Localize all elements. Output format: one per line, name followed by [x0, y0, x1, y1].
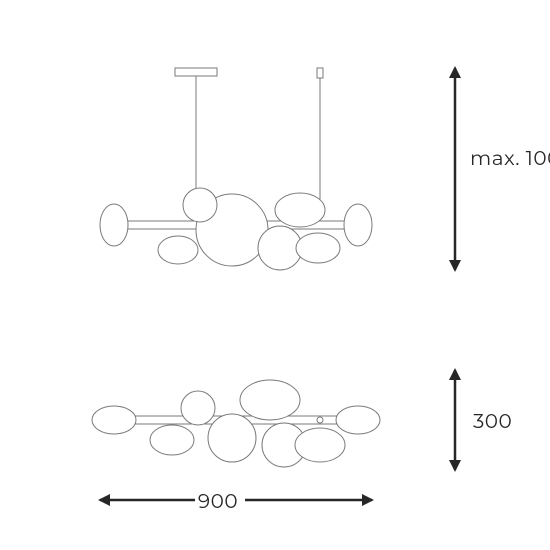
chandelier-top-view [92, 380, 380, 467]
label-max-height: max. 1000 [470, 147, 550, 171]
dimension-diagram: max. 1000 300 900 [0, 0, 550, 550]
label-depth: 300 [473, 410, 512, 434]
chandelier-side-view [100, 68, 372, 270]
label-width: 900 [198, 490, 238, 514]
